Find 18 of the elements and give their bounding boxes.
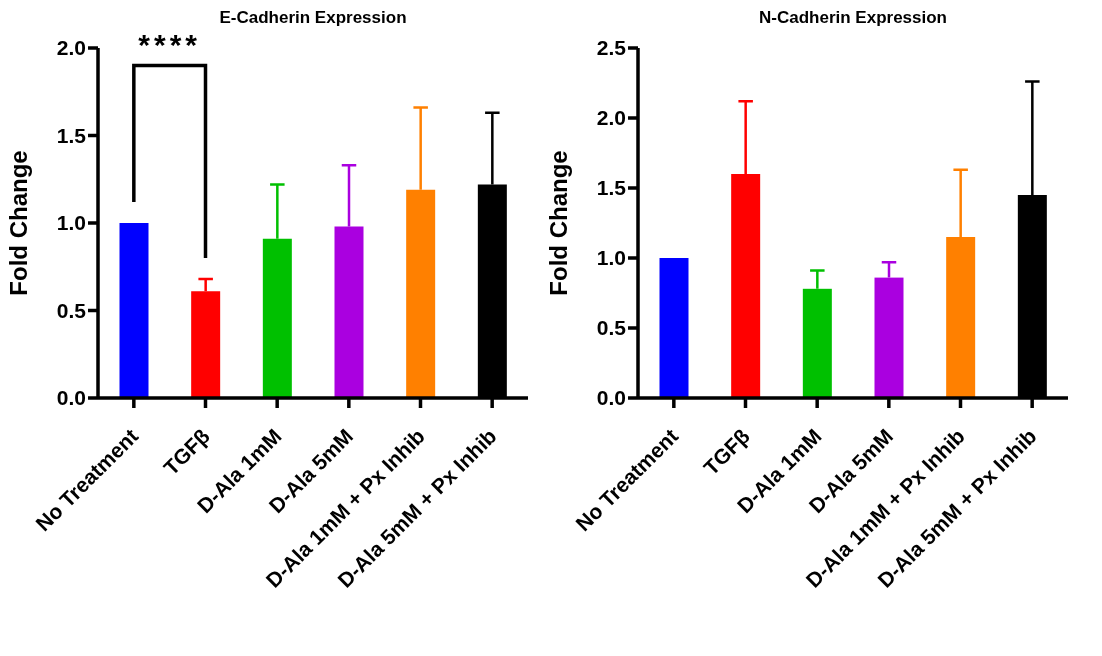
chart-title: N-Cadherin Expression bbox=[758, 8, 948, 28]
annotation: **** bbox=[137, 27, 202, 61]
y-tick-label: 0.5 bbox=[596, 316, 627, 340]
y-tick-label: 1.5 bbox=[596, 176, 627, 200]
bar bbox=[119, 223, 149, 398]
y-tick-label: 2.5 bbox=[596, 36, 627, 60]
y-tick-label: 2.0 bbox=[56, 36, 86, 60]
bar bbox=[659, 258, 689, 398]
y-tick-label: 0.5 bbox=[56, 298, 87, 322]
y-tick-label: 2.0 bbox=[596, 106, 626, 130]
chart-title: E-Cadherin Expression bbox=[218, 8, 408, 28]
y-tick-label: 1.5 bbox=[56, 123, 87, 147]
y-axis-title: Fold Change bbox=[4, 150, 32, 296]
y-tick-label: 1.0 bbox=[596, 246, 626, 270]
y-tick-label: 1.0 bbox=[56, 211, 86, 235]
y-tick-label: 0.0 bbox=[56, 386, 86, 410]
y-axis-title: Fold Change bbox=[544, 150, 572, 296]
y-tick-label: 0.0 bbox=[596, 386, 626, 410]
